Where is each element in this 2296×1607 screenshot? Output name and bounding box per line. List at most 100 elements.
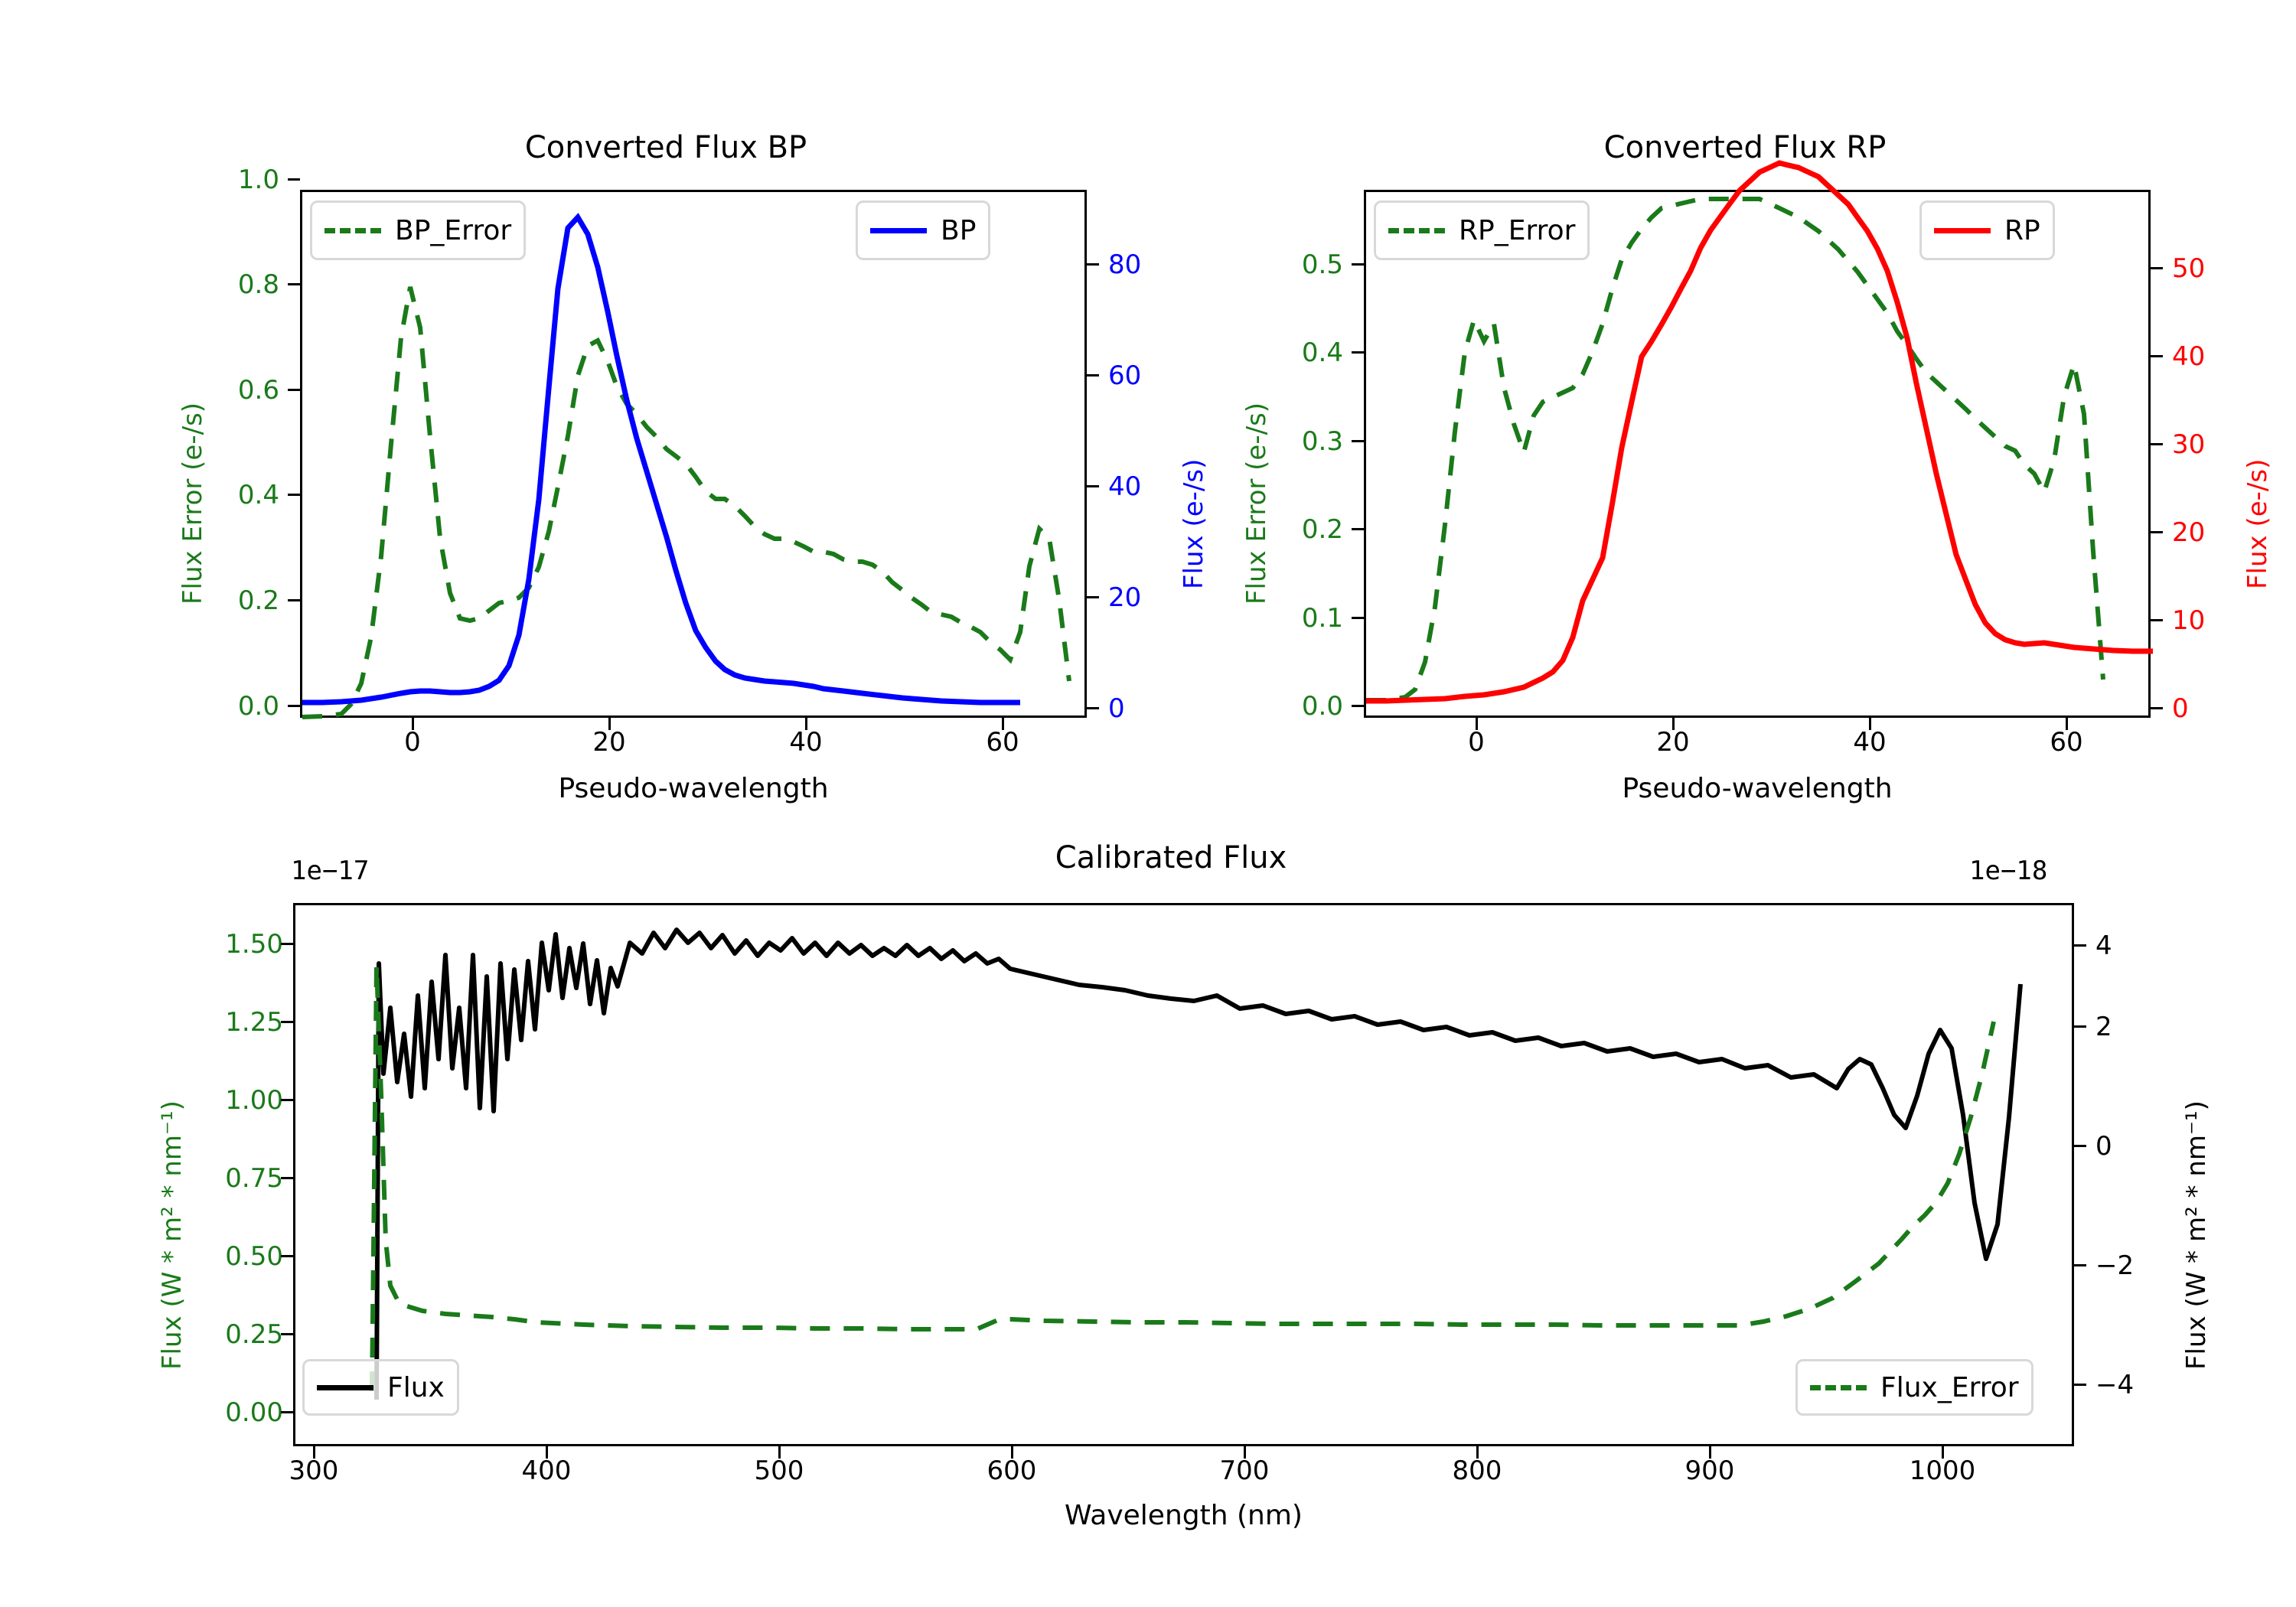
bp-ytickmark-right-3 [1087, 374, 1099, 376]
rp-ytickmark-right-3 [2151, 443, 2163, 445]
calibrated-xtick-6: 900 [1684, 1455, 1735, 1486]
rp-xtickmark-1 [1672, 718, 1675, 730]
calibrated-legend-flux-label: Flux [387, 1371, 445, 1403]
calibrated-panel-title: Calibrated Flux [1055, 840, 1287, 875]
bp-ytickmark-right-2 [1087, 485, 1099, 487]
calibrated-ytickmark-right-4 [2074, 944, 2086, 947]
rp-ytick-left-4: 0.4 [1301, 337, 1343, 368]
calibrated-xtick-3: 600 [987, 1455, 1037, 1486]
bp-legend-flux[interactable]: BP [856, 200, 991, 260]
calibrated-xtickmark-5 [1476, 1446, 1479, 1459]
calibrated-ytick-left-2: 0.50 [225, 1241, 283, 1272]
rp-ytick-right-1: 10 [2172, 605, 2206, 636]
calibrated-xtick-1: 400 [521, 1455, 572, 1486]
bp-ytickmark-left-3 [288, 389, 300, 391]
rp-flux-line-swatch-icon [1934, 227, 1991, 233]
rp-legend-error-label: RP_Error [1459, 214, 1576, 246]
rp-ytickmark-left-2 [1352, 528, 1364, 530]
calibrated-ytick-left-1: 0.25 [225, 1319, 283, 1350]
bp-xtick-2: 40 [789, 727, 823, 758]
bp-xtickmark-0 [412, 718, 414, 730]
bp-ytick-left-1: 0.2 [237, 585, 279, 616]
bp-ytickmark-left-0 [288, 705, 300, 707]
calibrated-ytickmark-left-1 [281, 1333, 293, 1335]
bp-xtickmark-2 [805, 718, 807, 730]
rp-legend-error[interactable]: RP_Error [1374, 200, 1590, 260]
calibrated-xtickmark-1 [546, 1446, 548, 1459]
rp-y-axis-label-right: Flux (e-/s) [2242, 458, 2273, 589]
calibrated-xtickmark-3 [1011, 1446, 1013, 1459]
bp-ytickmark-left-4 [288, 283, 300, 285]
calibrated-ytickmark-right-0 [2074, 1384, 2086, 1386]
rp-ytickmark-right-0 [2151, 707, 2163, 709]
calibrated-legend-flux-error[interactable]: Flux_Error [1795, 1359, 2033, 1416]
calibrated-flux-error-line-swatch-icon [1810, 1384, 1867, 1390]
rp-legend-flux-label: RP [2004, 214, 2040, 246]
bp-ytick-left-5: 1.0 [237, 165, 279, 195]
calibrated-xtickmark-6 [1709, 1446, 1711, 1459]
rp-ytick-left-1: 0.1 [1301, 603, 1343, 634]
rp-error-line-swatch-icon [1388, 227, 1445, 233]
rp-xtickmark-3 [2066, 718, 2068, 730]
bp-ytick-left-2: 0.4 [237, 480, 279, 510]
calibrated-xtick-5: 800 [1452, 1455, 1502, 1486]
rp-x-axis-label: Pseudo-wavelength [1622, 773, 1893, 804]
rp-ytick-right-2: 20 [2172, 517, 2206, 548]
calibrated-legend-flux-error-label: Flux_Error [1880, 1371, 2019, 1403]
rp-xtickmark-2 [1869, 718, 1871, 730]
calibrated-ytick-left-6: 1.50 [225, 929, 283, 960]
calibrated-ytick-left-0: 0.00 [225, 1397, 283, 1428]
calibrated-legend-flux[interactable]: Flux [302, 1359, 459, 1416]
calibrated-ytick-left-5: 1.25 [225, 1007, 283, 1038]
bp-ytick-left-0: 0.0 [237, 691, 279, 722]
calibrated-offset-left: 1e−17 [291, 856, 370, 886]
bp-ytick-right-0: 0 [1108, 693, 1125, 724]
bp-ytickmark-left-5 [288, 178, 300, 181]
bp-ytick-right-1: 20 [1108, 582, 1142, 613]
bp-ytickmark-right-0 [1087, 707, 1099, 709]
bp-series-flux [302, 213, 1020, 706]
rp-ytickmark-left-4 [1352, 351, 1364, 354]
bp-legend-error[interactable]: BP_Error [310, 200, 527, 260]
rp-xtick-1: 20 [1656, 727, 1690, 758]
calibrated-ytickmark-left-5 [281, 1021, 293, 1023]
rp-ytickmark-right-5 [2151, 267, 2163, 269]
rp-series-flux [1366, 160, 2153, 704]
rp-legend-flux[interactable]: RP [1919, 200, 2055, 260]
bp-ytickmark-right-1 [1087, 596, 1099, 598]
calibrated-xtickmark-2 [778, 1446, 781, 1459]
bp-ytickmark-left-2 [288, 494, 300, 496]
rp-ytick-right-0: 0 [2172, 693, 2189, 724]
calibrated-ytickmark-right-1 [2074, 1264, 2086, 1266]
bp-error-line-swatch-icon [325, 227, 381, 233]
bp-legend-error-label: BP_Error [395, 214, 512, 246]
rp-xtick-0: 0 [1468, 727, 1485, 758]
bp-ytick-right-2: 40 [1108, 471, 1142, 502]
rp-xtick-3: 60 [2050, 727, 2083, 758]
rp-ytickmark-right-2 [2151, 531, 2163, 533]
bp-xtickmark-1 [608, 718, 611, 730]
calibrated-series-flux [374, 927, 2023, 1400]
bp-plot-svg [302, 213, 1071, 719]
rp-ytickmark-left-3 [1352, 440, 1364, 442]
rp-ytick-left-2: 0.2 [1301, 514, 1343, 545]
rp-ytick-right-5: 50 [2172, 253, 2206, 284]
calibrated-ytickmark-left-4 [281, 1099, 293, 1101]
rp-ytickmark-left-5 [1352, 263, 1364, 266]
bp-ytick-right-3: 60 [1108, 360, 1142, 391]
bp-ytickmark-left-1 [288, 599, 300, 601]
rp-ytick-left-0: 0.0 [1301, 691, 1343, 722]
calibrated-y-axis-label-left: Flux (W * m² * nm⁻¹) [157, 1100, 188, 1370]
calibrated-xtick-0: 300 [289, 1455, 339, 1486]
calibrated-ytick-left-4: 1.00 [225, 1085, 283, 1116]
calibrated-plot-area [293, 903, 2074, 1446]
bp-series-error [302, 286, 1071, 719]
rp-ytick-left-3: 0.3 [1301, 426, 1343, 457]
rp-plot-svg [1366, 160, 2153, 704]
calibrated-xtick-7: 1000 [1909, 1455, 1976, 1486]
rp-plot-area [1364, 160, 2153, 718]
calibrated-ytickmark-left-3 [281, 1177, 293, 1179]
calibrated-ytickmark-right-3 [2074, 1025, 2086, 1028]
rp-xtick-2: 40 [1853, 727, 1887, 758]
bp-x-axis-label: Pseudo-wavelength [558, 773, 829, 804]
